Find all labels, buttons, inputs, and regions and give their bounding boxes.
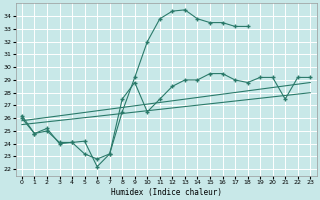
X-axis label: Humidex (Indice chaleur): Humidex (Indice chaleur) [111, 188, 221, 197]
